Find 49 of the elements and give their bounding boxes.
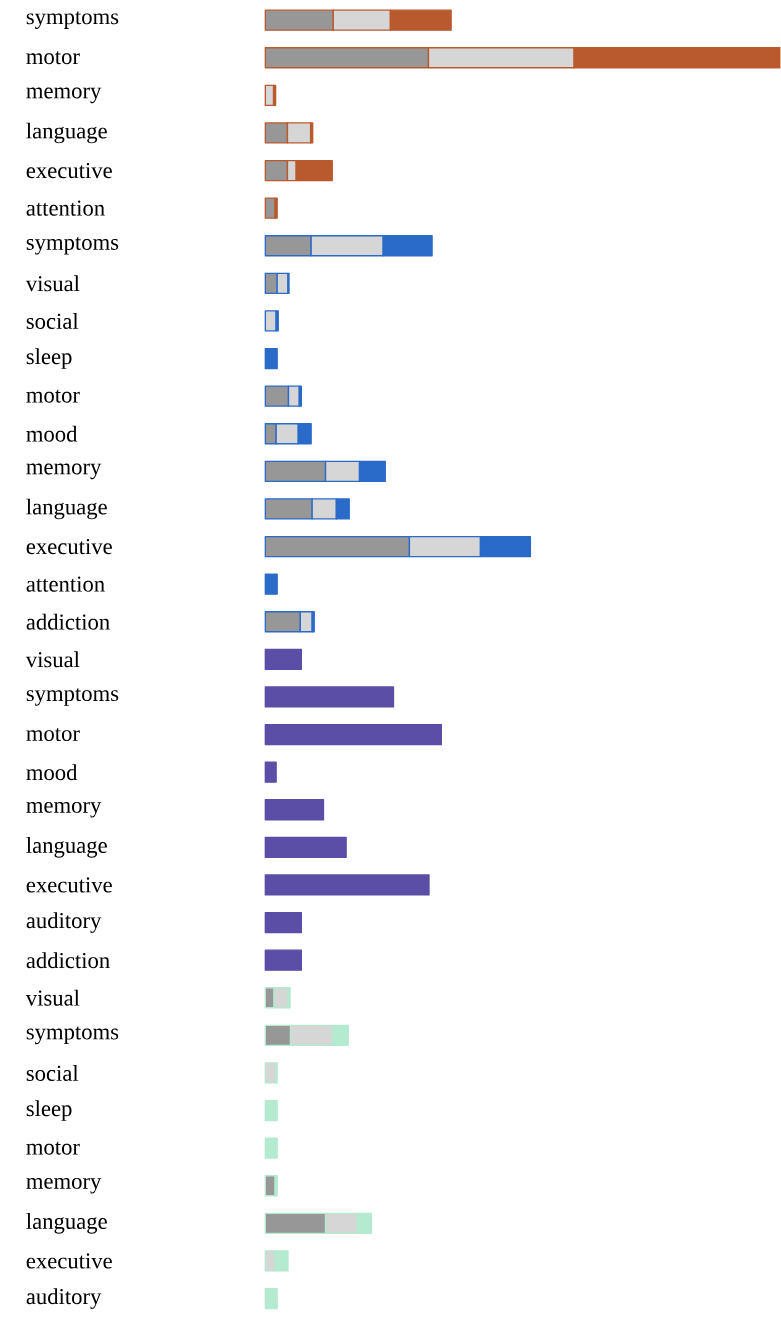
y-tick-label: social [26,312,79,329]
y-tick-label: memory [26,87,102,104]
bar [264,648,303,671]
y-tick-label: memory [26,1177,102,1194]
bar [264,911,303,934]
y-tick-label: visual [25,275,80,292]
y-tick-label: visual [25,651,80,668]
y-tick-label: memory [26,801,102,818]
y-tick-label: addiction [26,952,111,969]
y-tick-label: auditory [26,1288,102,1309]
y-tick-label: motor [26,389,80,403]
y-tick-label: social [26,1064,79,1081]
bar [264,1099,279,1122]
y-tick-label: memory [26,463,102,480]
bar [264,799,325,821]
y-tick-label: auditory [26,912,102,933]
y-tick-label: mood [26,425,78,442]
bar [264,573,279,595]
y-tick-label: attention [26,200,105,216]
bar [264,723,443,746]
y-tick-label: language [26,1213,108,1234]
y-tick-label: symptoms [26,11,119,29]
y-tick-label: language [26,122,108,144]
y-tick-label: symptoms [26,1026,119,1045]
y-tick-label: executive [26,162,113,179]
y-tick-label: language [26,498,108,520]
bar [264,836,347,859]
y-tick-label: motor [26,728,80,742]
y-tick-label: motor [26,1141,80,1155]
bar [264,347,279,370]
bar [264,1287,279,1310]
y-tick-label: symptoms [26,688,119,706]
bar [264,761,277,783]
y-tick-label: executive [26,1253,113,1269]
y-tick-label: symptoms [26,236,119,255]
bar [264,686,395,708]
y-tick-label: executive [26,538,113,555]
bar [264,949,303,971]
y-tick-label: language [26,837,108,858]
y-tick-label: sleep [26,1100,72,1121]
y-tick-label: visual [25,989,80,1006]
y-tick-label: sleep [26,348,72,369]
y-tick-label: executive [26,877,113,893]
y-tick-label: motor [26,51,80,65]
y-tick-label: attention [26,576,105,592]
y-tick-label: addiction [26,613,111,630]
bar [264,1137,279,1159]
bar [264,874,430,896]
y-tick-label: mood [26,764,78,781]
